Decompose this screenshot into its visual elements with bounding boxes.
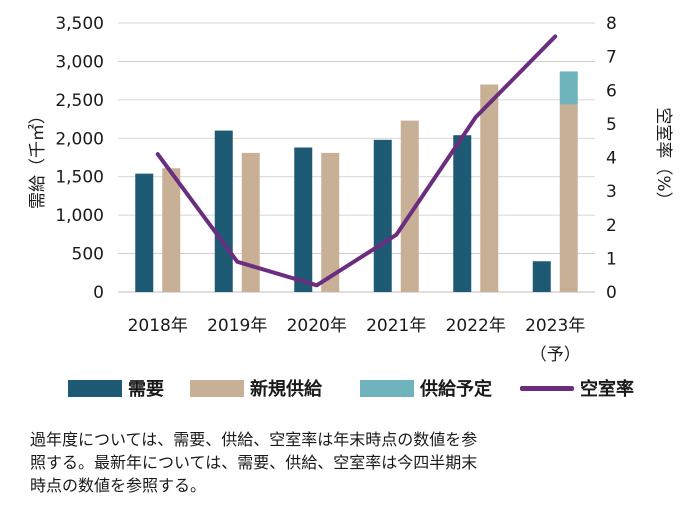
bar-demand [294,147,313,292]
y2-tick-label: 5 [606,115,617,135]
y2-tick-label: 2 [606,216,617,236]
x-tick-label: 2019年 [207,316,267,336]
bar-new-supply [480,84,499,292]
legend-item-vacancy: 空室率 [520,375,634,401]
legend-line-vacancy [520,385,574,391]
bar-demand [532,261,551,292]
gridlines [118,22,595,293]
x-tick-label: 2023年 [525,316,585,336]
left-axis-title: 需給（千㎡） [28,107,48,209]
legend-label-demand: 需要 [128,379,164,400]
vacancy-rate-line [155,34,558,288]
footnote: 過年度については、需要、供給、空室率は年末時点の数値を参 照する。最新年について… [30,430,478,495]
y2-tick-label: 7 [606,48,617,68]
bars [135,71,578,293]
legend-swatch-demand [68,379,122,397]
y2-tick-label: 1 [606,249,617,269]
legend-item-supply: 新規供給 [190,375,322,401]
x-axis-ticks: 2018年 2019年 2020年 2021年 2022年 2023年 （予） [128,316,586,365]
bar-planned-supply [559,71,578,105]
y2-tick-label: 4 [606,149,617,169]
bar-demand [214,130,233,292]
legend-item-demand: 需要 [68,375,164,401]
right-axis-title: 空室率（%） [653,107,673,208]
y-tick-label: 1,500 [55,168,104,188]
bar-new-supply [559,104,578,293]
y-tick-label: 1,000 [55,206,104,226]
y2-tick-label: 3 [606,182,617,202]
y-tick-label: 3,500 [55,14,104,34]
bar-demand [135,173,154,292]
y-tick-label: 500 [72,245,104,265]
right-axis-ticks: 0 1 2 3 4 5 6 7 8 [606,14,617,303]
bar-new-supply [241,152,260,292]
legend: 需要 新規供給 供給予定 空室率 [68,375,678,401]
bar-demand [373,139,392,292]
y-tick-label: 0 [93,283,104,303]
y2-tick-label: 6 [606,81,617,101]
legend-label-vacancy: 空室率 [580,379,634,400]
x-tick-sublabel: （予） [530,345,581,365]
legend-label-planned: 供給予定 [420,379,492,400]
legend-label-supply: 新規供給 [250,379,322,400]
legend-swatch-supply [190,379,244,397]
y-tick-label: 3,000 [55,52,104,72]
bar-new-supply [162,168,181,292]
x-tick-label: 2022年 [446,316,506,336]
x-tick-label: 2021年 [366,316,426,336]
y-tick-label: 2,500 [55,91,104,111]
x-tick-label: 2020年 [287,316,347,336]
y2-tick-label: 0 [606,283,617,303]
bar-new-supply [321,152,340,292]
legend-item-planned: 供給予定 [360,375,492,401]
y2-tick-label: 8 [606,14,617,34]
bar-demand [453,135,472,292]
left-axis-ticks: 0 500 1,000 1,500 2,000 2,500 3,000 3,500 [55,14,104,303]
x-tick-label: 2018年 [128,316,188,336]
bar-new-supply [400,120,419,292]
y-tick-label: 2,000 [55,129,104,149]
vacancy-line-layer [155,34,558,288]
chart-area: 0 500 1,000 1,500 2,000 2,500 3,000 3,500 0 1 2 3 4… [28,14,673,365]
legend-swatch-planned [360,379,414,397]
